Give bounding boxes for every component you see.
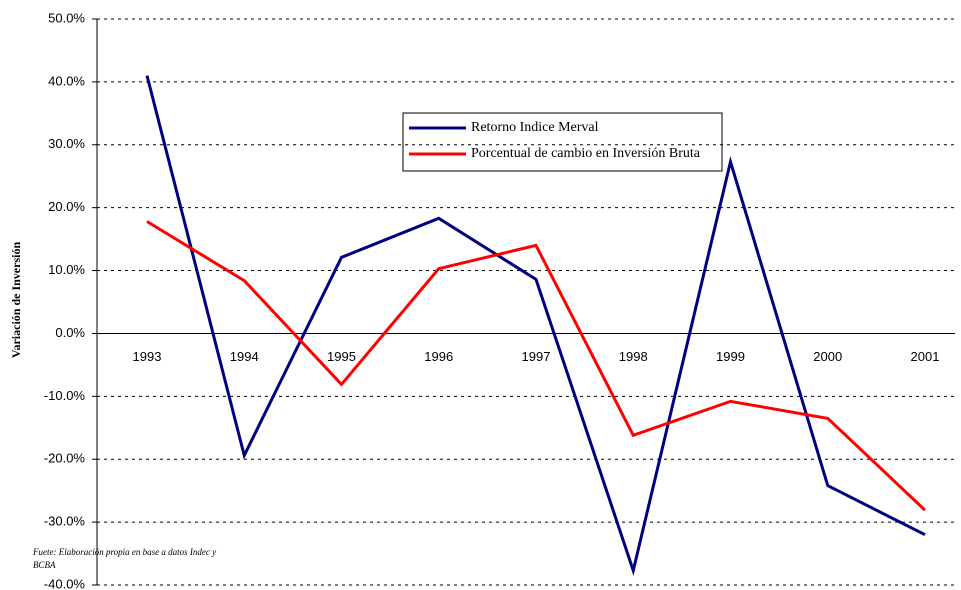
x-tick-label: 1994 (230, 349, 259, 364)
y-axis-label: Variación de Inversión (9, 242, 23, 359)
x-tick-label: 1997 (522, 349, 551, 364)
y-tick-label: -40.0% (44, 576, 86, 590)
legend-label: Retorno Indice Merval (471, 120, 599, 135)
legend-label: Porcentual de cambio en Inversión Bruta (471, 146, 701, 161)
y-tick-label: 50.0% (48, 10, 85, 25)
y-tick-label: 0.0% (55, 325, 85, 340)
x-tick-label: 1995 (327, 349, 356, 364)
x-tick-label: 2001 (911, 349, 940, 364)
x-tick-label: 1998 (619, 349, 648, 364)
y-tick-label: 20.0% (48, 199, 85, 214)
x-tick-label: 1999 (716, 349, 745, 364)
x-tick-label: 1996 (424, 349, 453, 364)
legend-box (402, 112, 723, 172)
x-tick-label: 1993 (133, 349, 162, 364)
series-line (146, 220, 927, 512)
x-tick-label: 2000 (813, 349, 842, 364)
series-line (145, 75, 926, 576)
y-tick-label: 30.0% (48, 136, 85, 151)
y-tick-label: -20.0% (44, 451, 86, 466)
source-note: BCBA (33, 560, 56, 570)
source-note: Fuete: Elaboración propia en base a dato… (32, 547, 216, 557)
y-tick-label: 10.0% (48, 262, 85, 277)
y-tick-label: -30.0% (44, 514, 86, 529)
y-tick-label: -10.0% (44, 388, 86, 403)
y-tick-label: 40.0% (48, 73, 85, 88)
